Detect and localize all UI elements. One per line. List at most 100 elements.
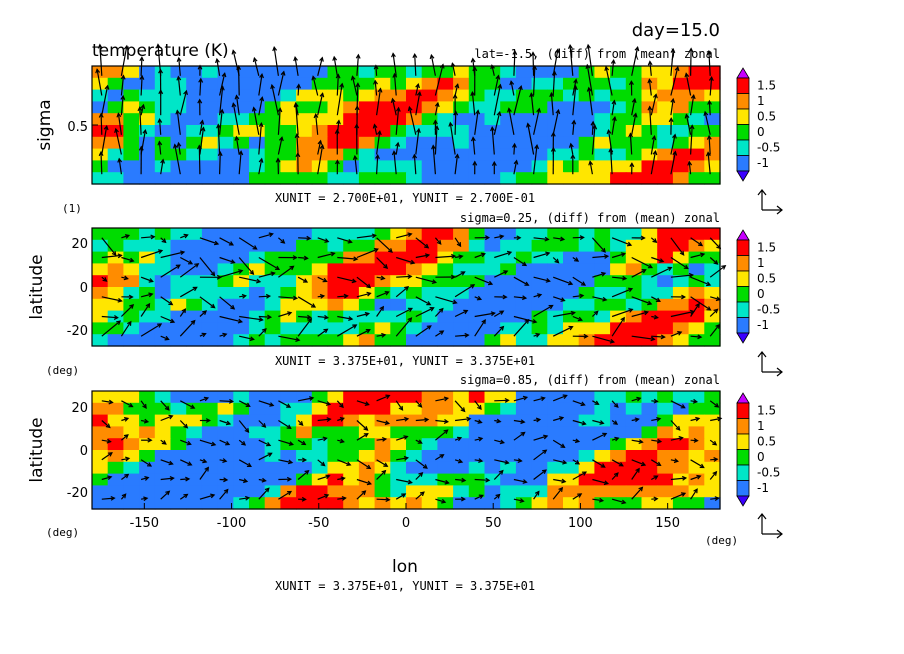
heatmap-cell (201, 77, 219, 91)
wind-vector-head (225, 420, 232, 426)
heatmap-cell (625, 125, 643, 138)
wind-vector (650, 136, 656, 155)
heatmap-cell (547, 497, 564, 510)
heatmap-cell (374, 287, 391, 300)
wind-vector-head (145, 302, 151, 308)
wind-vector-head (334, 159, 340, 165)
heatmap-cell (249, 391, 266, 404)
wind-vector (513, 296, 526, 299)
wind-vector-head (640, 461, 647, 467)
wind-vector-head (183, 89, 188, 96)
colorbar-label: 0 (757, 125, 765, 139)
heatmap-cell (500, 414, 517, 427)
heatmap-cell (217, 136, 234, 150)
wind-vector (238, 237, 257, 250)
wind-vector (219, 439, 230, 446)
wind-vector-head (190, 404, 196, 409)
wind-vector-head (614, 436, 620, 442)
wind-vector-head (373, 79, 378, 85)
wind-vector (533, 276, 550, 282)
heatmap-cell (170, 461, 187, 475)
heatmap-cell (657, 101, 674, 114)
wind-vector (100, 152, 103, 175)
wind-vector-head (424, 253, 431, 258)
heatmap-cell (547, 287, 564, 300)
wind-vector-head (706, 49, 712, 55)
wind-vector-head (509, 80, 515, 86)
wind-vector (101, 85, 109, 116)
wind-vector (454, 284, 475, 298)
wind-vector-head (219, 108, 225, 114)
colorbar-segment (736, 464, 750, 481)
heatmap-cell (358, 275, 376, 288)
wind-vector-head (477, 419, 483, 424)
wind-vector-head (699, 463, 705, 469)
wind-vector-head (117, 297, 123, 303)
heatmap-cell (688, 426, 705, 439)
heatmap-cell (531, 473, 548, 486)
wind-vector (651, 418, 661, 422)
heatmap-cell (563, 310, 580, 323)
heatmap-cell (264, 426, 281, 439)
heatmap-cell (123, 101, 140, 114)
heatmap-cell (107, 461, 124, 475)
heatmap-cell (547, 228, 564, 241)
heatmap-cell (296, 497, 313, 510)
wind-vector (376, 257, 388, 269)
heatmap-cell (249, 228, 266, 241)
wind-vector-head (330, 251, 336, 257)
wind-vector (219, 152, 221, 175)
wind-vector-head (721, 265, 727, 270)
heatmap-cell (170, 263, 187, 276)
wind-vector (592, 255, 608, 259)
wind-vector (704, 111, 711, 135)
wind-vector (180, 459, 192, 466)
wind-vector (494, 399, 509, 402)
wind-vector (415, 491, 425, 500)
heatmap-cell (358, 148, 376, 161)
wind-vector (707, 152, 711, 175)
wind-vector-head (319, 293, 326, 299)
heatmap-cell (563, 125, 580, 138)
heatmap-cell (468, 287, 486, 300)
heatmap-cell (139, 450, 156, 463)
wind-vector-head (612, 115, 617, 122)
wind-vector-head (628, 308, 634, 313)
wind-vector-head (611, 99, 617, 105)
wind-vector-head (407, 105, 413, 112)
wind-vector (393, 73, 397, 96)
heatmap-cell (249, 172, 266, 185)
heatmap-cell (641, 334, 658, 347)
wind-vector-head (143, 496, 149, 502)
heatmap-cell (233, 77, 250, 91)
heatmap-cell (154, 125, 172, 138)
heatmap-cell (139, 334, 156, 347)
heatmap-cell (327, 334, 344, 347)
heatmap-cell (92, 461, 109, 475)
wind-vector-head (381, 436, 388, 442)
wind-vector-head (176, 141, 182, 147)
heatmap-cell (500, 160, 517, 173)
wind-vector (337, 497, 346, 500)
wind-vector (434, 102, 439, 116)
heatmap-cell (264, 473, 281, 486)
wind-vector (217, 124, 221, 155)
panel-top-yunit: (1) (62, 202, 82, 215)
heatmap-cell (201, 89, 219, 102)
wind-vector (631, 439, 643, 443)
wind-vector (491, 127, 495, 155)
heatmap-cell (437, 172, 454, 185)
wind-vector-head (350, 75, 356, 81)
heatmap-cell (123, 334, 140, 347)
heatmap-cell (421, 77, 438, 91)
wind-vector-head (280, 70, 286, 76)
heatmap-cell (547, 310, 564, 323)
heatmap-cell (280, 275, 297, 288)
wind-vector (317, 459, 325, 467)
wind-vector-head (371, 233, 377, 239)
wind-vector (356, 329, 371, 337)
wind-vector (415, 276, 436, 283)
wind-vector-head (634, 45, 640, 52)
wind-vector (651, 335, 665, 338)
heatmap-cell (515, 239, 533, 253)
